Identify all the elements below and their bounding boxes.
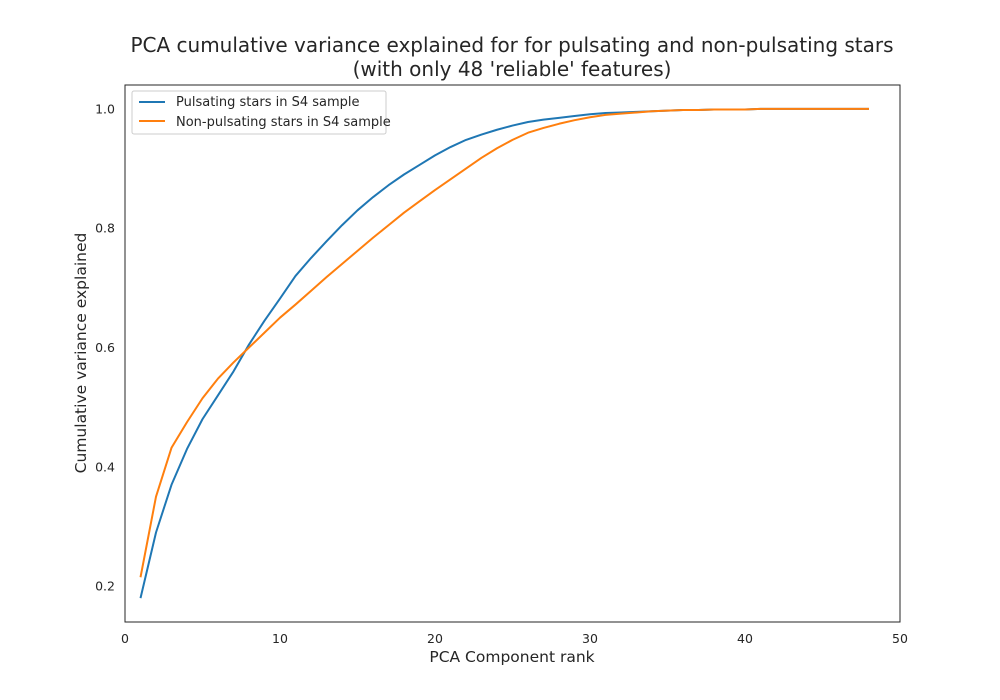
x-tick-label: 50 — [892, 631, 908, 646]
legend: Pulsating stars in S4 sample Non-pulsati… — [131, 90, 391, 135]
legend-label-pulsating: Pulsating stars in S4 sample — [176, 95, 360, 110]
x-tick-label: 40 — [737, 631, 753, 646]
x-tick-labels: 0 10 20 30 40 50 — [121, 631, 908, 646]
axes-frame — [124, 84, 901, 623]
chart-title-line-2: (with only 48 'reliable' features) — [353, 57, 672, 81]
y-tick-labels: 0.2 0.4 0.6 0.8 1.0 — [95, 101, 115, 593]
y-tick-label: 0.6 — [95, 340, 115, 355]
y-tick-label: 0.2 — [95, 579, 115, 594]
series-line-non-pulsating — [139, 107, 869, 578]
y-axis-label: Cumulative variance explained — [72, 233, 90, 474]
legend-label-non-pulsating: Non-pulsating stars in S4 sample — [176, 115, 391, 130]
y-tick-label: 0.4 — [95, 459, 115, 474]
x-tick-label: 20 — [427, 631, 443, 646]
legend-box — [131, 90, 387, 135]
x-tick-label: 0 — [121, 631, 129, 646]
x-tick-label: 30 — [582, 631, 598, 646]
x-axis-label: PCA Component rank — [429, 648, 594, 666]
plot-area — [139, 107, 869, 599]
y-tick-label: 1.0 — [95, 101, 115, 116]
y-tick-label: 0.8 — [95, 221, 115, 236]
chart-title-line-1: PCA cumulative variance explained for fo… — [130, 33, 893, 57]
x-tick-label: 10 — [272, 631, 288, 646]
